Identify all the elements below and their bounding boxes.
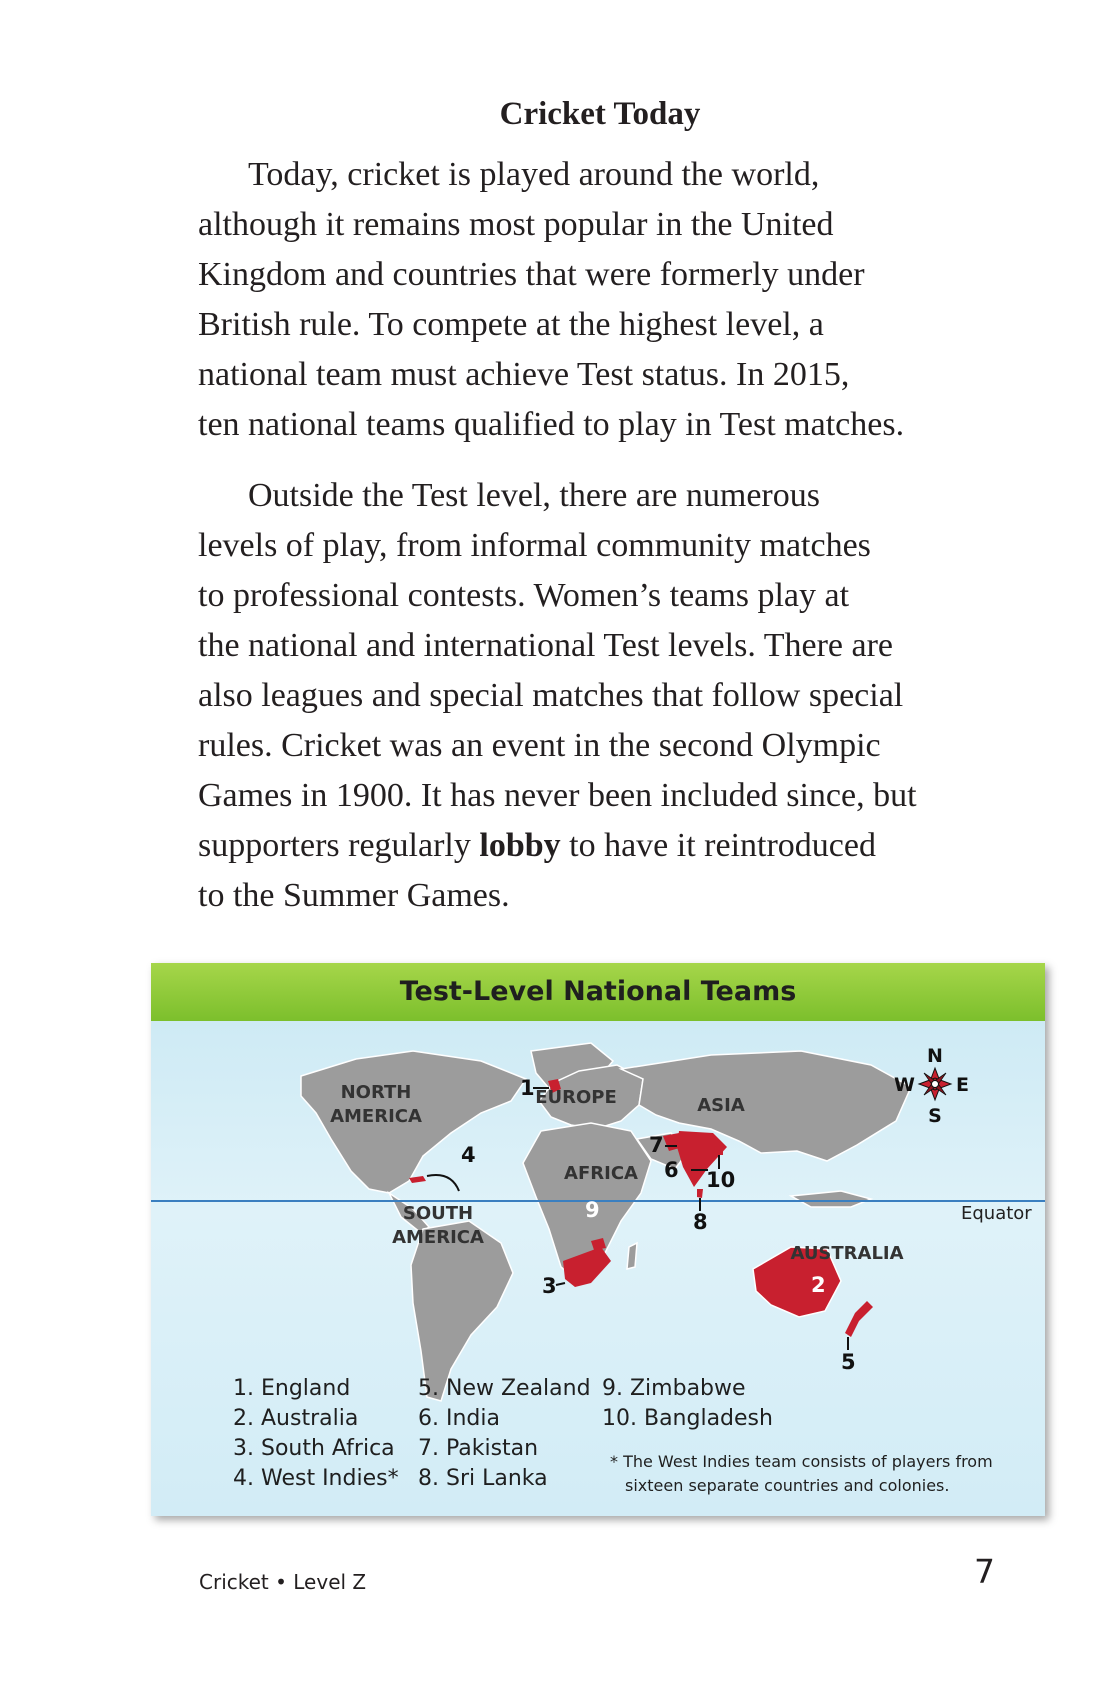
footnote-line: * The West Indies team consists of playe…	[610, 1452, 993, 1471]
text-line: supporters regularly lobby to have it re…	[198, 821, 1068, 871]
marker-2: 2	[811, 1273, 826, 1297]
india-highlight	[677, 1131, 727, 1187]
text-line: levels of play, from informal community …	[198, 527, 871, 564]
leader-3	[555, 1282, 566, 1286]
legend-item: 3. South Africa	[233, 1436, 395, 1461]
world-map: Equator NORTH AMERICA SOUTH AMERICA EURO…	[151, 1042, 1045, 1402]
compass-rose-icon	[917, 1066, 953, 1102]
label-europe: EUROPE	[535, 1087, 617, 1108]
text-line: to professional contests. Women’s teams …	[198, 577, 850, 614]
text-run: to have it reintroduced	[560, 827, 876, 864]
zimbabwe-highlight	[591, 1238, 606, 1250]
footnote-line: sixteen separate countries and colonies.	[625, 1476, 950, 1495]
marker-6: 6	[664, 1158, 679, 1182]
marker-9: 9	[585, 1198, 600, 1222]
legend-column-1: 1. England 2. Australia 3. South Africa …	[233, 1374, 399, 1494]
legend-item: 9. Zimbabwe	[602, 1376, 746, 1401]
figure-title: Test-Level National Teams	[151, 963, 1045, 1021]
marker-10: 10	[706, 1168, 735, 1192]
sri-lanka-highlight	[697, 1189, 703, 1198]
marker-3: 3	[542, 1274, 557, 1298]
legend-column-3: 9. Zimbabwe 10. Bangladesh	[602, 1374, 773, 1434]
england-highlight	[548, 1079, 561, 1093]
text-run: supporters regularly	[198, 827, 480, 864]
label-south-america-2: AMERICA	[392, 1227, 484, 1248]
legend-item: 1. England	[233, 1376, 351, 1401]
paragraph-2: Outside the Test level, there are numero…	[198, 471, 1068, 921]
south-africa-highlight	[563, 1247, 611, 1287]
page-number: 7	[974, 1552, 995, 1591]
compass-s: S	[928, 1105, 942, 1127]
text-line: also leagues and special matches that fo…	[198, 677, 904, 714]
new-zealand-highlight	[845, 1301, 873, 1337]
text-line: national team must achieve Test status. …	[198, 356, 850, 393]
text-line: Games in 1900. It has never been include…	[198, 777, 917, 814]
section-heading: Cricket Today	[499, 96, 701, 132]
world-map-figure: Test-Level National Teams Equator	[151, 963, 1045, 1516]
marker-4: 4	[461, 1143, 476, 1167]
legend-item: 4. West Indies*	[233, 1466, 399, 1491]
legend-item: 7. Pakistan	[418, 1436, 539, 1461]
australia-highlight	[752, 1246, 842, 1318]
text-line: to the Summer Games.	[198, 877, 510, 914]
legend-item: 8. Sri Lanka	[418, 1466, 548, 1491]
figure-footnote: * The West Indies team consists of playe…	[610, 1450, 993, 1498]
text-line: although it remains most popular in the …	[198, 206, 834, 243]
leader-4	[426, 1174, 460, 1192]
marker-1: 1	[520, 1076, 535, 1100]
bangladesh-highlight	[714, 1145, 723, 1155]
legend-item: 10. Bangladesh	[602, 1406, 773, 1431]
text-line: the national and international Test leve…	[198, 627, 893, 664]
label-south-america-1: SOUTH	[403, 1203, 473, 1224]
label-north-america-1: NORTH	[341, 1082, 412, 1103]
southeast-asia-islands	[788, 1190, 874, 1208]
text-line: rules. Cricket was an event in the secon…	[198, 727, 881, 764]
paragraph-1: Today, cricket is played around the worl…	[198, 150, 1068, 450]
legend-item: 5. New Zealand	[418, 1376, 591, 1401]
equator-label: Equator	[961, 1203, 1032, 1224]
book-footer: Cricket • Level Z	[199, 1570, 367, 1594]
label-north-america-2: AMERICA	[330, 1106, 422, 1127]
vocabulary-word[interactable]: lobby	[479, 827, 561, 864]
label-africa: AFRICA	[564, 1163, 638, 1184]
text-line: Outside the Test level, there are numero…	[248, 477, 820, 514]
legend-column-2: 5. New Zealand 6. India 7. Pakistan 8. S…	[418, 1374, 591, 1494]
text-line: Today, cricket is played around the worl…	[248, 156, 820, 193]
west-indies-highlight	[409, 1176, 426, 1183]
legend-item: 2. Australia	[233, 1406, 359, 1431]
text-line: British rule. To compete at the highest …	[198, 306, 824, 343]
label-australia: AUSTRALIA	[790, 1243, 903, 1264]
madagascar-landmass	[626, 1241, 638, 1270]
compass-w: W	[894, 1074, 915, 1096]
text-line: ten national teams qualified to play in …	[198, 406, 905, 443]
compass-e: E	[956, 1074, 969, 1096]
north-america-landmass	[300, 1050, 528, 1194]
leader-lines	[426, 1087, 849, 1350]
marker-7: 7	[649, 1133, 664, 1157]
asia-landmass	[618, 1050, 912, 1162]
marker-5: 5	[841, 1350, 856, 1374]
marker-8: 8	[693, 1210, 708, 1234]
text-line: Kingdom and countries that were formerly…	[198, 256, 865, 293]
label-asia: ASIA	[697, 1095, 745, 1116]
legend-item: 6. India	[418, 1406, 500, 1431]
south-america-landmass	[410, 1220, 514, 1402]
compass-n: N	[927, 1045, 943, 1067]
